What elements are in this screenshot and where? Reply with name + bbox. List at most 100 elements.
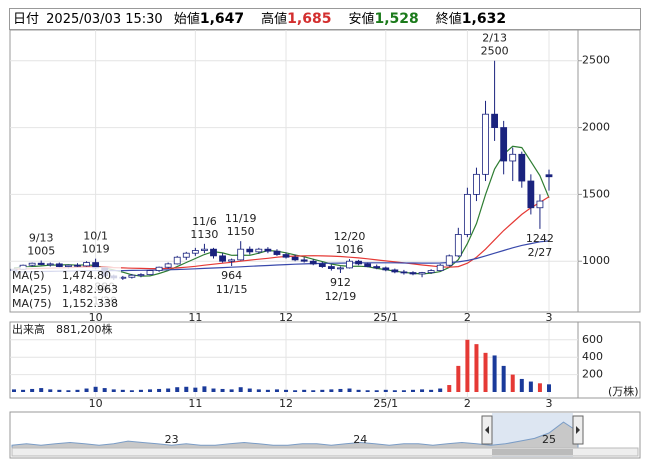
volume-bar xyxy=(474,344,479,392)
volume-bar xyxy=(365,390,370,392)
volume-bar xyxy=(175,387,180,392)
volume-bar xyxy=(111,389,116,392)
volume-bar xyxy=(302,389,307,392)
candle-body xyxy=(28,262,36,266)
candle-body xyxy=(210,248,217,257)
candle-body xyxy=(337,267,344,270)
volume-bar xyxy=(66,390,71,392)
x-tick-label: 11 xyxy=(188,397,202,410)
volume-bar xyxy=(374,390,379,392)
candle-body xyxy=(445,255,453,266)
header-value: 1,632 xyxy=(461,11,507,27)
volume-bar xyxy=(501,365,506,392)
volume-bar xyxy=(284,389,289,392)
candle-body xyxy=(545,174,553,178)
candle-body xyxy=(246,248,254,253)
x-tick-label: 10 xyxy=(89,311,103,324)
volume-bar xyxy=(383,389,388,392)
legend-value: 1,152.338 xyxy=(62,297,118,310)
legend-name: MA(75) xyxy=(12,297,52,310)
volume-bar xyxy=(193,387,198,392)
x-tick-label: 3 xyxy=(546,397,553,410)
volume-bar xyxy=(456,365,461,392)
candle-body xyxy=(463,193,471,235)
nav-tick-label: 23 xyxy=(165,433,179,446)
volume-bar xyxy=(492,355,497,392)
annotation-value: 1019 xyxy=(82,243,110,256)
candle-body xyxy=(164,263,172,268)
volume-bar xyxy=(57,389,62,392)
header-value: 1,528 xyxy=(374,11,419,27)
volume-bar xyxy=(120,389,125,392)
header-value: 1,647 xyxy=(199,11,245,27)
x-tick-label: 10 xyxy=(89,397,103,410)
candle-body xyxy=(46,263,54,266)
volume-bar xyxy=(84,388,89,392)
volume-bar xyxy=(184,386,189,392)
candle-body xyxy=(37,262,45,265)
nav-tick-label: 25 xyxy=(542,433,556,446)
x-tick-label: 12 xyxy=(279,311,293,324)
axis-frame xyxy=(577,29,641,313)
volume-bar xyxy=(102,388,107,392)
candle-body xyxy=(382,267,390,271)
volume-bar xyxy=(438,388,443,392)
candle-body xyxy=(173,256,181,265)
volume-bar xyxy=(48,389,53,392)
volume-bar xyxy=(356,389,361,392)
candle-body xyxy=(282,254,290,258)
x-tick-label: 3 xyxy=(546,311,553,324)
candle-body xyxy=(427,270,435,273)
nav-scrollbar xyxy=(11,447,639,457)
candle-body xyxy=(318,263,326,267)
candle-body xyxy=(137,274,145,276)
candle-body xyxy=(509,153,517,162)
candle-body xyxy=(364,263,372,267)
annotation-value: 964 xyxy=(221,269,242,282)
volume-bar xyxy=(220,388,225,392)
volume-bar xyxy=(347,388,352,392)
legend-value: 1,474.80 xyxy=(62,269,111,282)
volume-bar xyxy=(447,385,452,392)
header-label: 終値 xyxy=(435,12,462,27)
unit-label: (万株) xyxy=(608,384,639,398)
annotation-date: 11/19 xyxy=(225,212,257,225)
volume-bar xyxy=(465,339,470,392)
candle-body xyxy=(146,270,154,275)
volume-bar xyxy=(229,389,234,392)
candle-body xyxy=(436,264,444,271)
candle-body xyxy=(191,250,199,254)
volume-bar xyxy=(293,390,298,392)
candle-body xyxy=(273,250,281,255)
candle-body xyxy=(55,263,63,267)
volume-bar xyxy=(30,388,35,392)
volume-bar xyxy=(537,383,542,392)
candle-body xyxy=(536,200,544,209)
volume-bar xyxy=(274,389,279,392)
annotation-value: 912 xyxy=(330,276,351,289)
y-tick-label: 600 xyxy=(582,333,603,346)
annotation-date: 2/27 xyxy=(528,246,553,259)
annotation-value: 1130 xyxy=(190,228,218,241)
legend-value: 1,482.963 xyxy=(62,283,118,296)
volume-bar xyxy=(420,389,425,392)
candle-body xyxy=(409,272,417,275)
nav-scroll-thumb[interactable] xyxy=(492,449,573,455)
volume-bar xyxy=(392,390,397,392)
volume-bar xyxy=(547,384,551,392)
candle-body xyxy=(291,256,299,261)
candle-body xyxy=(454,234,462,257)
volume-bar xyxy=(202,386,207,392)
candle-body xyxy=(355,260,362,265)
candle-body xyxy=(83,262,90,267)
header-label: 安値 xyxy=(348,12,375,27)
annotation-value: 1005 xyxy=(27,245,55,258)
annotation-value: 1016 xyxy=(336,243,364,256)
annotation-date: 12/20 xyxy=(334,230,366,243)
candle-body xyxy=(128,274,136,278)
y-tick-label: 2500 xyxy=(582,54,610,67)
annotation-value: 1242 xyxy=(526,232,554,245)
volume-bar xyxy=(138,389,143,392)
nav-handle-arrow xyxy=(485,426,489,434)
